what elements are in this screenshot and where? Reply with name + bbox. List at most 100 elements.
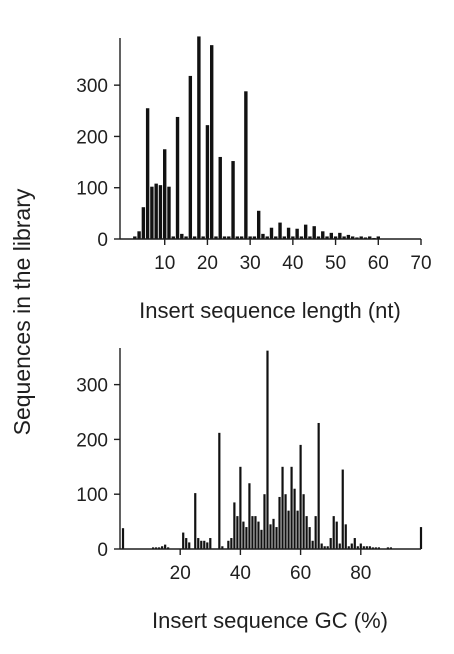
bar: [227, 540, 230, 549]
bar: [377, 547, 380, 549]
bar: [254, 516, 257, 549]
bar: [248, 236, 252, 239]
bar: [185, 538, 188, 549]
bar: [222, 236, 227, 239]
bar: [167, 186, 171, 239]
bar: [317, 422, 320, 549]
gc-x-axis-label: Insert sequence GC (%): [152, 608, 388, 633]
bar: [197, 538, 200, 549]
bar: [137, 231, 141, 239]
x-tick-label: 60: [290, 563, 311, 584]
y-tick-label: 0: [97, 540, 108, 561]
length-x-ticks: 10 20 30 40 50 60 70: [154, 239, 432, 274]
bar: [188, 75, 193, 239]
bar: [235, 236, 240, 239]
bar: [236, 516, 239, 549]
bar: [389, 547, 392, 549]
gc-x-ticks: 20 40 60 80: [170, 549, 371, 584]
bar: [242, 521, 245, 549]
bar: [362, 546, 365, 549]
bar: [365, 546, 368, 549]
bar: [386, 547, 389, 549]
bar: [290, 466, 293, 549]
bar: [312, 226, 316, 239]
bar: [192, 236, 197, 239]
bar: [303, 224, 308, 239]
bar: [363, 237, 368, 239]
bar: [359, 236, 363, 239]
bar: [261, 233, 265, 239]
bar: [371, 547, 374, 549]
length-y-ticks: 0 100 200 300: [76, 76, 120, 251]
bar: [200, 540, 203, 549]
bar: [194, 493, 197, 549]
bar: [218, 432, 221, 549]
y-tick-label: 300: [76, 376, 108, 397]
bar: [311, 540, 314, 549]
bar: [293, 488, 296, 549]
bar: [368, 546, 371, 549]
bar: [287, 510, 290, 549]
y-tick-label: 300: [76, 76, 108, 97]
bar: [239, 466, 242, 549]
bar: [152, 547, 155, 549]
bar: [197, 36, 201, 239]
bar: [342, 236, 346, 239]
bar: [329, 232, 333, 239]
bar: [150, 186, 154, 239]
x-tick-label: 60: [368, 253, 389, 274]
x-tick-label: 20: [170, 563, 191, 584]
bar: [286, 227, 291, 239]
shared-y-axis-label: Sequences in the library: [9, 188, 35, 435]
bar: [326, 546, 329, 549]
x-tick-label: 50: [325, 253, 346, 274]
bar: [295, 228, 299, 239]
bar: [155, 547, 158, 549]
bar: [141, 207, 146, 239]
bar: [161, 546, 164, 549]
bar: [171, 236, 175, 239]
bar: [248, 483, 251, 549]
bar: [256, 210, 261, 239]
bar: [346, 234, 351, 239]
length-histogram-bars: [133, 36, 380, 240]
bar: [359, 543, 362, 549]
bar: [233, 502, 236, 549]
bar: [182, 532, 185, 549]
bar: [272, 518, 275, 549]
bar: [341, 469, 344, 549]
bar: [278, 496, 281, 549]
bar: [329, 538, 332, 549]
y-tick-label: 100: [76, 179, 108, 200]
bar: [201, 236, 205, 239]
bar: [158, 185, 163, 239]
bar: [308, 236, 312, 239]
bar: [158, 547, 161, 549]
bar: [344, 524, 347, 549]
bar: [299, 444, 302, 549]
bar: [239, 236, 244, 239]
bar: [335, 521, 338, 549]
bar: [314, 516, 317, 549]
bar: [368, 236, 372, 239]
x-tick-label: 10: [154, 253, 175, 274]
bar: [323, 546, 326, 549]
bar: [320, 543, 323, 549]
bar: [347, 546, 350, 549]
length-x-axis-label: Insert sequence length (nt): [139, 298, 401, 323]
bar: [221, 546, 224, 549]
gc-histogram-bars: [121, 350, 423, 549]
bar: [284, 494, 287, 549]
bar: [260, 529, 263, 549]
bar: [263, 494, 266, 549]
bar: [265, 236, 269, 239]
bar: [164, 544, 167, 549]
y-tick-label: 200: [76, 430, 108, 451]
bar: [274, 236, 278, 239]
bar: [332, 516, 335, 549]
bar: [145, 108, 150, 239]
bar: [206, 542, 209, 549]
bar: [188, 542, 191, 549]
bar: [376, 236, 380, 239]
